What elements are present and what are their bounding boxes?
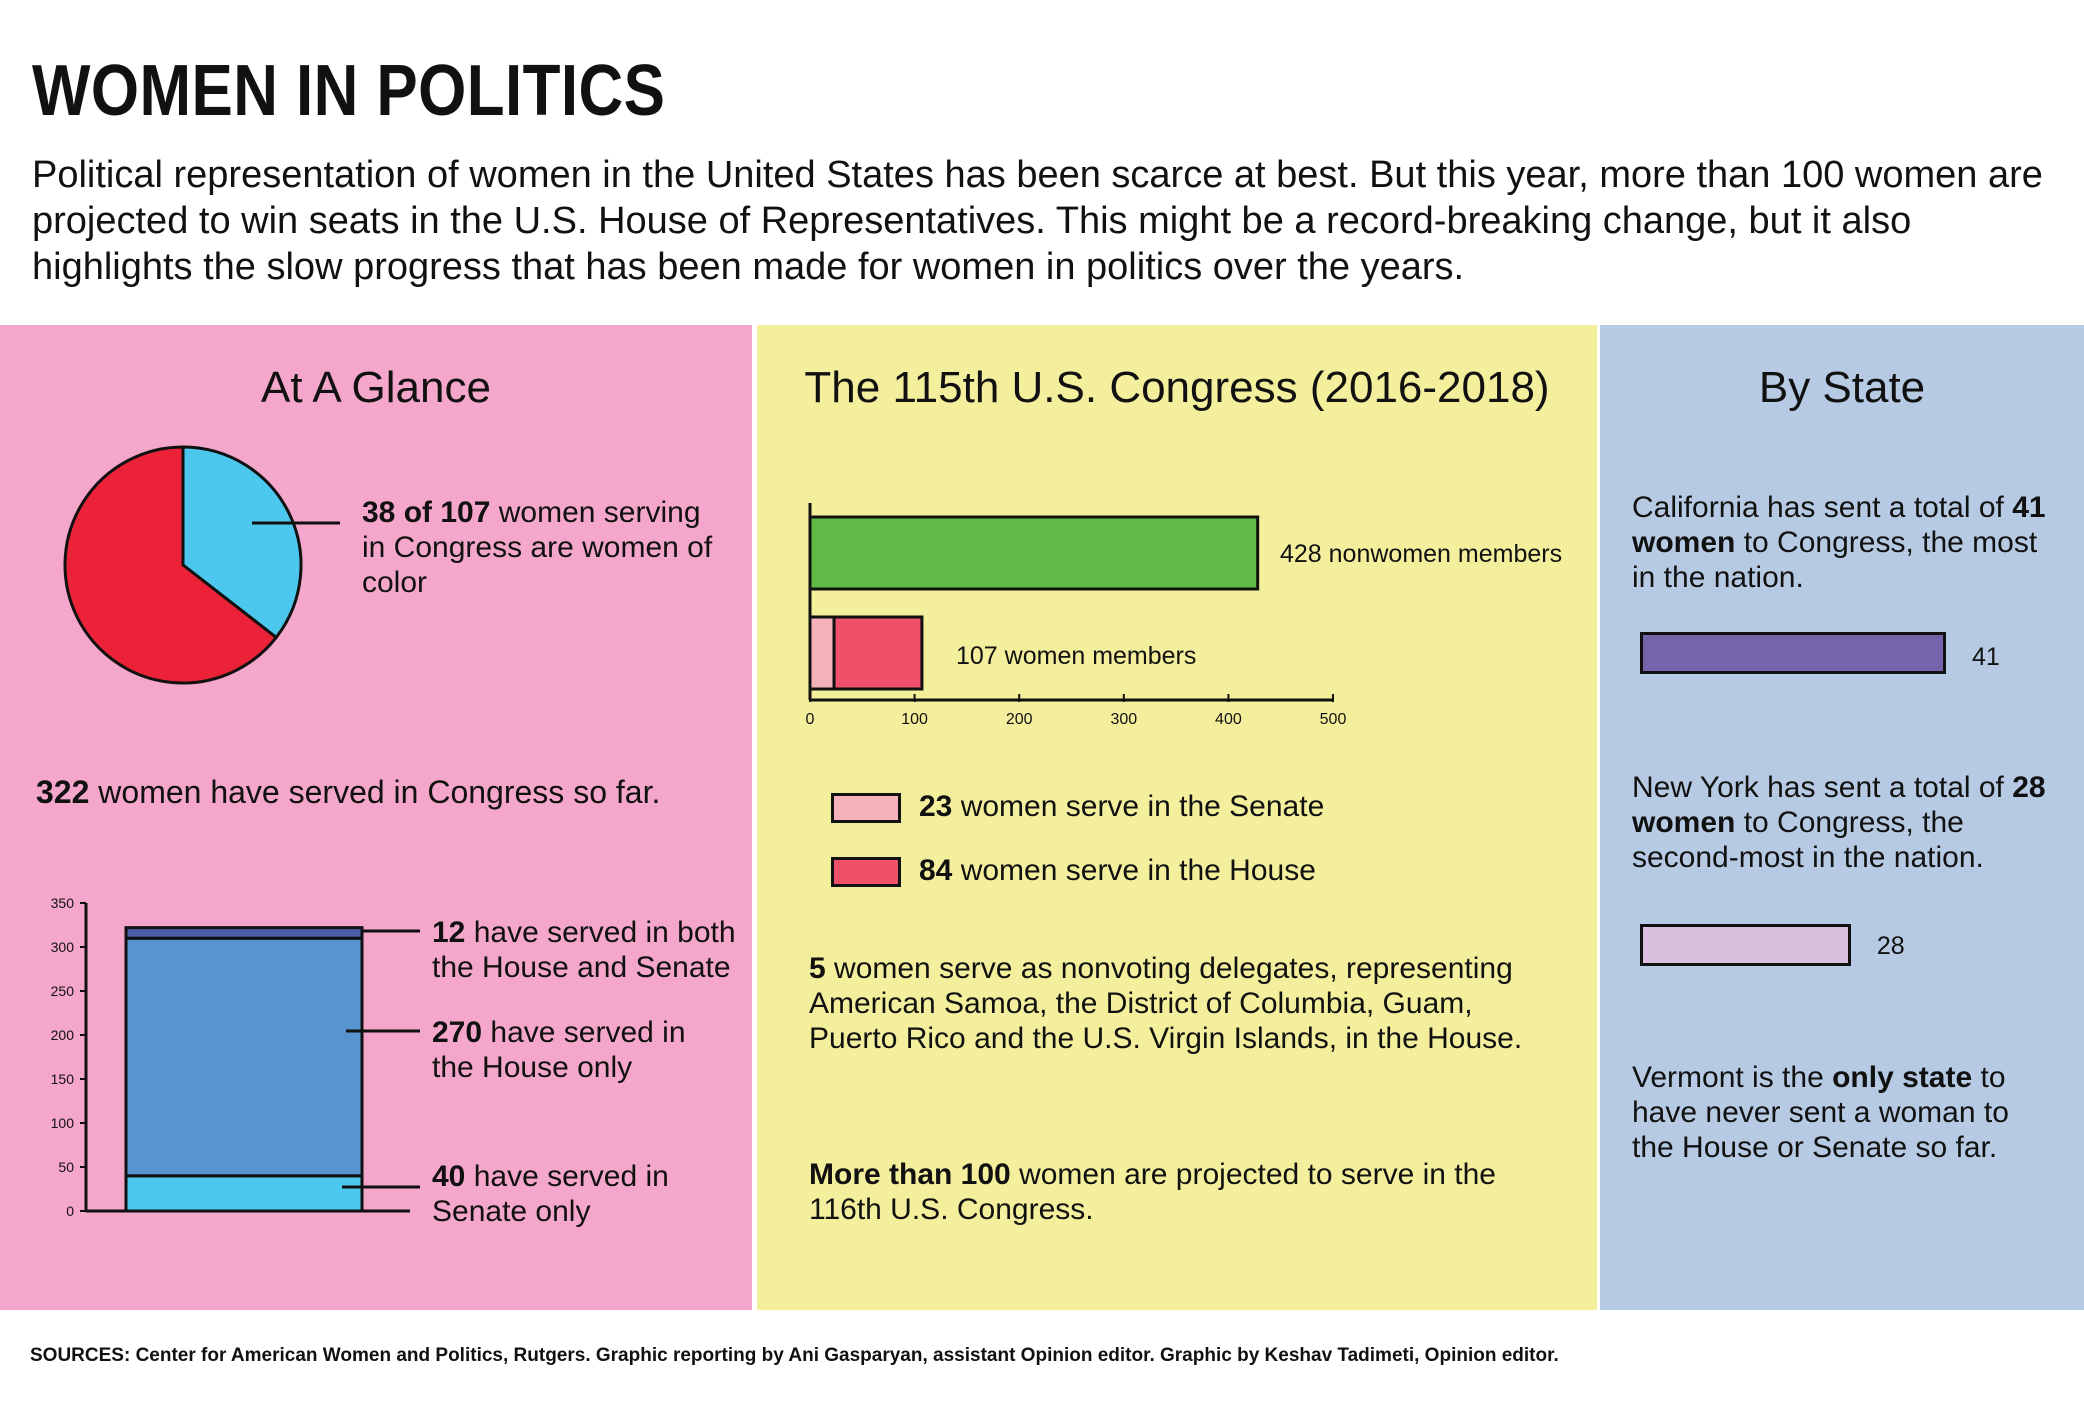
stack-y-tick-label: 50 (58, 1159, 74, 1175)
congress-x-tick-label: 500 (1320, 711, 1347, 728)
congress-x-tick-label: 200 (1006, 711, 1033, 728)
congress-bars: 0 100 200 300 400 500 (806, 503, 1347, 728)
california-count: 41 women (1632, 491, 2046, 559)
vermont-note: Vermont is the only state to have never … (1632, 1060, 2052, 1165)
senate-only-text: have served in Senate only (432, 1160, 669, 1228)
house-legend-text: women serve in the House (952, 854, 1316, 887)
california-text-a: California has sent a total of (1632, 491, 2013, 524)
projected-text: women are projected to serve in the 116t… (809, 1158, 1496, 1226)
at-a-glance-panel: At A Glance 0 50 100 150 200 250 300 350 38 of … (0, 325, 752, 1310)
stack-y-tick-label: 350 (51, 895, 75, 911)
stack-y-tick-label: 150 (51, 1071, 75, 1087)
california-bar (1640, 632, 1946, 674)
delegates-text: women serve as nonvoting delegates, repr… (809, 952, 1523, 1055)
congress-x-tick-label: 300 (1110, 711, 1137, 728)
both-chambers-segment (124, 926, 364, 940)
house-count: 84 (919, 854, 953, 887)
projected-count: More than 100 (809, 1158, 1011, 1191)
both-text: have served in both the House and Senate (432, 916, 736, 984)
senate-legend-swatch (831, 793, 901, 823)
new-york-count: 28 women (1632, 771, 2046, 839)
both-note: 12 have served in both the House and Sen… (432, 915, 742, 985)
congress-chart: 0 100 200 300 400 500 (806, 503, 1347, 728)
senate-legend-text: women serve in the Senate (952, 790, 1325, 823)
new-york-value: 28 (1876, 932, 1905, 960)
house-only-text: have served in the House only (432, 1016, 686, 1084)
california-text-b: to Congress, the most in the nation. (1632, 526, 2038, 594)
stack-y-tick-label: 250 (51, 983, 75, 999)
stack-y-tick-label: 300 (51, 939, 75, 955)
congress-panel: The 115th U.S. Congress (2016-2018) 0 100… (757, 325, 1597, 1310)
by-state-heading: By State (1758, 363, 1926, 412)
women-of-color-pie (63, 445, 303, 685)
projected-note: More than 100 women are projected to ser… (809, 1157, 1549, 1227)
house-only-segment (124, 936, 364, 1178)
pie-note: 38 of 107 women serving in Congress are … (362, 495, 722, 600)
senate-legend: 23 women serve in the Senate (919, 789, 1324, 824)
california-value: 41 (1972, 643, 2000, 671)
house-only-count: 270 (432, 1016, 483, 1049)
page-title: WOMEN IN POLITICS (32, 51, 666, 131)
new-york-bar (1640, 924, 1851, 966)
nonwomen-label: 428 nonwomen members (1280, 540, 1563, 568)
sources-credit: SOURCES: Center for American Women and P… (30, 1345, 1559, 1366)
both-count: 12 (432, 916, 466, 949)
house-only-note: 270 have served in the House only (432, 1015, 722, 1085)
at-a-glance-heading: At A Glance (261, 363, 491, 412)
senate-only-segment (124, 1174, 364, 1213)
women-label: 107 women members (956, 642, 1197, 670)
intro-paragraph: Political representation of women in the… (32, 154, 2043, 288)
delegates-count: 5 (809, 952, 826, 985)
california-note: California has sent a total of 41 women … (1632, 490, 2052, 595)
stack-y-tick-label: 0 (66, 1203, 74, 1219)
served-total-count: 322 (36, 774, 90, 810)
served-total-note: 322 women have served in Congress so far… (36, 775, 736, 810)
house-legend: 84 women serve in the House (919, 853, 1316, 888)
senate-only-count: 40 (432, 1160, 466, 1193)
congress-x-tick-label: 0 (806, 711, 815, 728)
house-women-bar (832, 615, 924, 691)
delegates-note: 5 women serve as nonvoting delegates, re… (809, 951, 1569, 1056)
senate-count: 23 (919, 790, 953, 823)
vermont-text-b: to have never sent a woman to the House … (1632, 1061, 2009, 1164)
pie-note-text: women serving in Congress are women of c… (362, 496, 713, 599)
congress-heading: The 115th U.S. Congress (2016-2018) (804, 363, 1550, 412)
vermont-emphasis: only state (1832, 1061, 1973, 1094)
new-york-note: New York has sent a total of 28 women to… (1632, 770, 2072, 875)
senate-women-bar (808, 615, 836, 691)
vermont-text-a: Vermont is the (1632, 1061, 1833, 1094)
house-legend-swatch (831, 857, 901, 887)
nonwomen-bar (808, 515, 1260, 591)
pie-slice-women-of-color (181, 445, 303, 640)
stack-y-tick-label: 100 (51, 1115, 75, 1131)
glance-charts: 0 50 100 150 200 250 300 350 (51, 445, 420, 1219)
pie-note-count: 38 of 107 (362, 496, 491, 529)
senate-only-note: 40 have served in Senate only (432, 1159, 722, 1229)
served-total-text: women have served in Congress so far. (89, 774, 661, 810)
new-york-text-b: to Congress, the second-most in the nati… (1632, 806, 1984, 874)
served-stacked-bar: 0 50 100 150 200 250 300 350 (51, 895, 420, 1219)
pie-slice-other-women (63, 445, 279, 685)
congress-x-tick-label: 400 (1215, 711, 1242, 728)
congress-x-tick-label: 100 (901, 711, 928, 728)
by-state-panel: By State California has sent a total of … (1600, 325, 2084, 1310)
new-york-text-a: New York has sent a total of (1632, 771, 2013, 804)
stack-y-tick-label: 200 (51, 1027, 75, 1043)
